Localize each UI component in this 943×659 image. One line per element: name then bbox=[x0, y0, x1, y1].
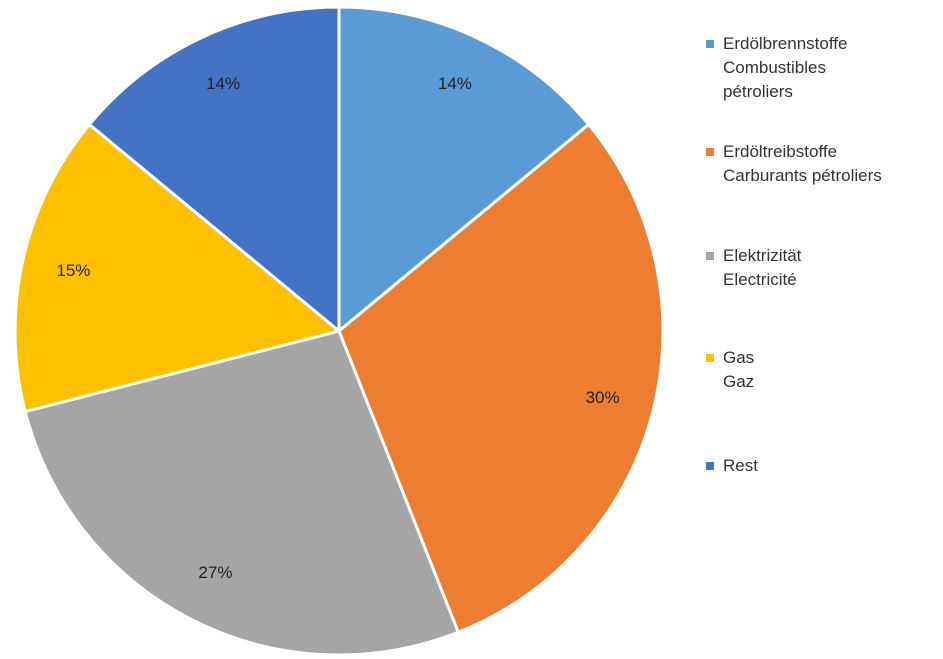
legend-item-2: Elektrizität Electricité bbox=[706, 244, 801, 292]
pie-data-label-4: 14% bbox=[206, 74, 240, 93]
pie-slice-0 bbox=[337, 5, 591, 333]
legend-label-line: Erdöltreibstoffe bbox=[723, 142, 838, 161]
pie-slices bbox=[13, 5, 665, 657]
pie-data-labels: 14% 30% 27% 15% 14% bbox=[56, 74, 619, 582]
pie-slice-4 bbox=[87, 5, 341, 333]
legend-label-line: Rest bbox=[723, 456, 758, 475]
legend-item-0: Erdölbrennstoffe Combustibles pétroliers bbox=[706, 32, 847, 104]
pie-data-label-3: 15% bbox=[56, 261, 90, 280]
legend-label-line: pétroliers bbox=[723, 82, 793, 101]
pie-slice-3 bbox=[13, 122, 341, 414]
legend-swatch-3 bbox=[706, 354, 714, 362]
legend-label-line: Gas bbox=[723, 348, 755, 367]
legend-label-line: Gaz bbox=[723, 372, 755, 391]
legend-item-1: Erdöltreibstoffe Carburants pétroliers bbox=[706, 140, 882, 188]
legend-label-line: Elektrizität bbox=[723, 246, 802, 265]
pie-data-label-0: 14% bbox=[438, 74, 472, 93]
pie-data-label-2: 27% bbox=[198, 563, 232, 582]
legend-label-line: Carburants pétroliers bbox=[723, 166, 882, 185]
legend-label-line: Combustibles bbox=[723, 58, 826, 77]
pie-data-label-1: 30% bbox=[586, 388, 620, 407]
legend-item-4: Rest bbox=[706, 454, 758, 478]
pie-slice-1 bbox=[337, 122, 665, 634]
pie-slice-2 bbox=[23, 329, 460, 657]
legend-label-line: Erdölbrennstoffe bbox=[723, 34, 848, 53]
legend-label-line: Electricité bbox=[723, 270, 797, 289]
legend-swatch-1 bbox=[706, 148, 714, 156]
legend-item-3: Gas Gaz bbox=[706, 346, 754, 394]
legend-swatch-4 bbox=[706, 462, 714, 470]
legend-swatch-2 bbox=[706, 252, 714, 260]
legend-swatch-0 bbox=[706, 40, 714, 48]
